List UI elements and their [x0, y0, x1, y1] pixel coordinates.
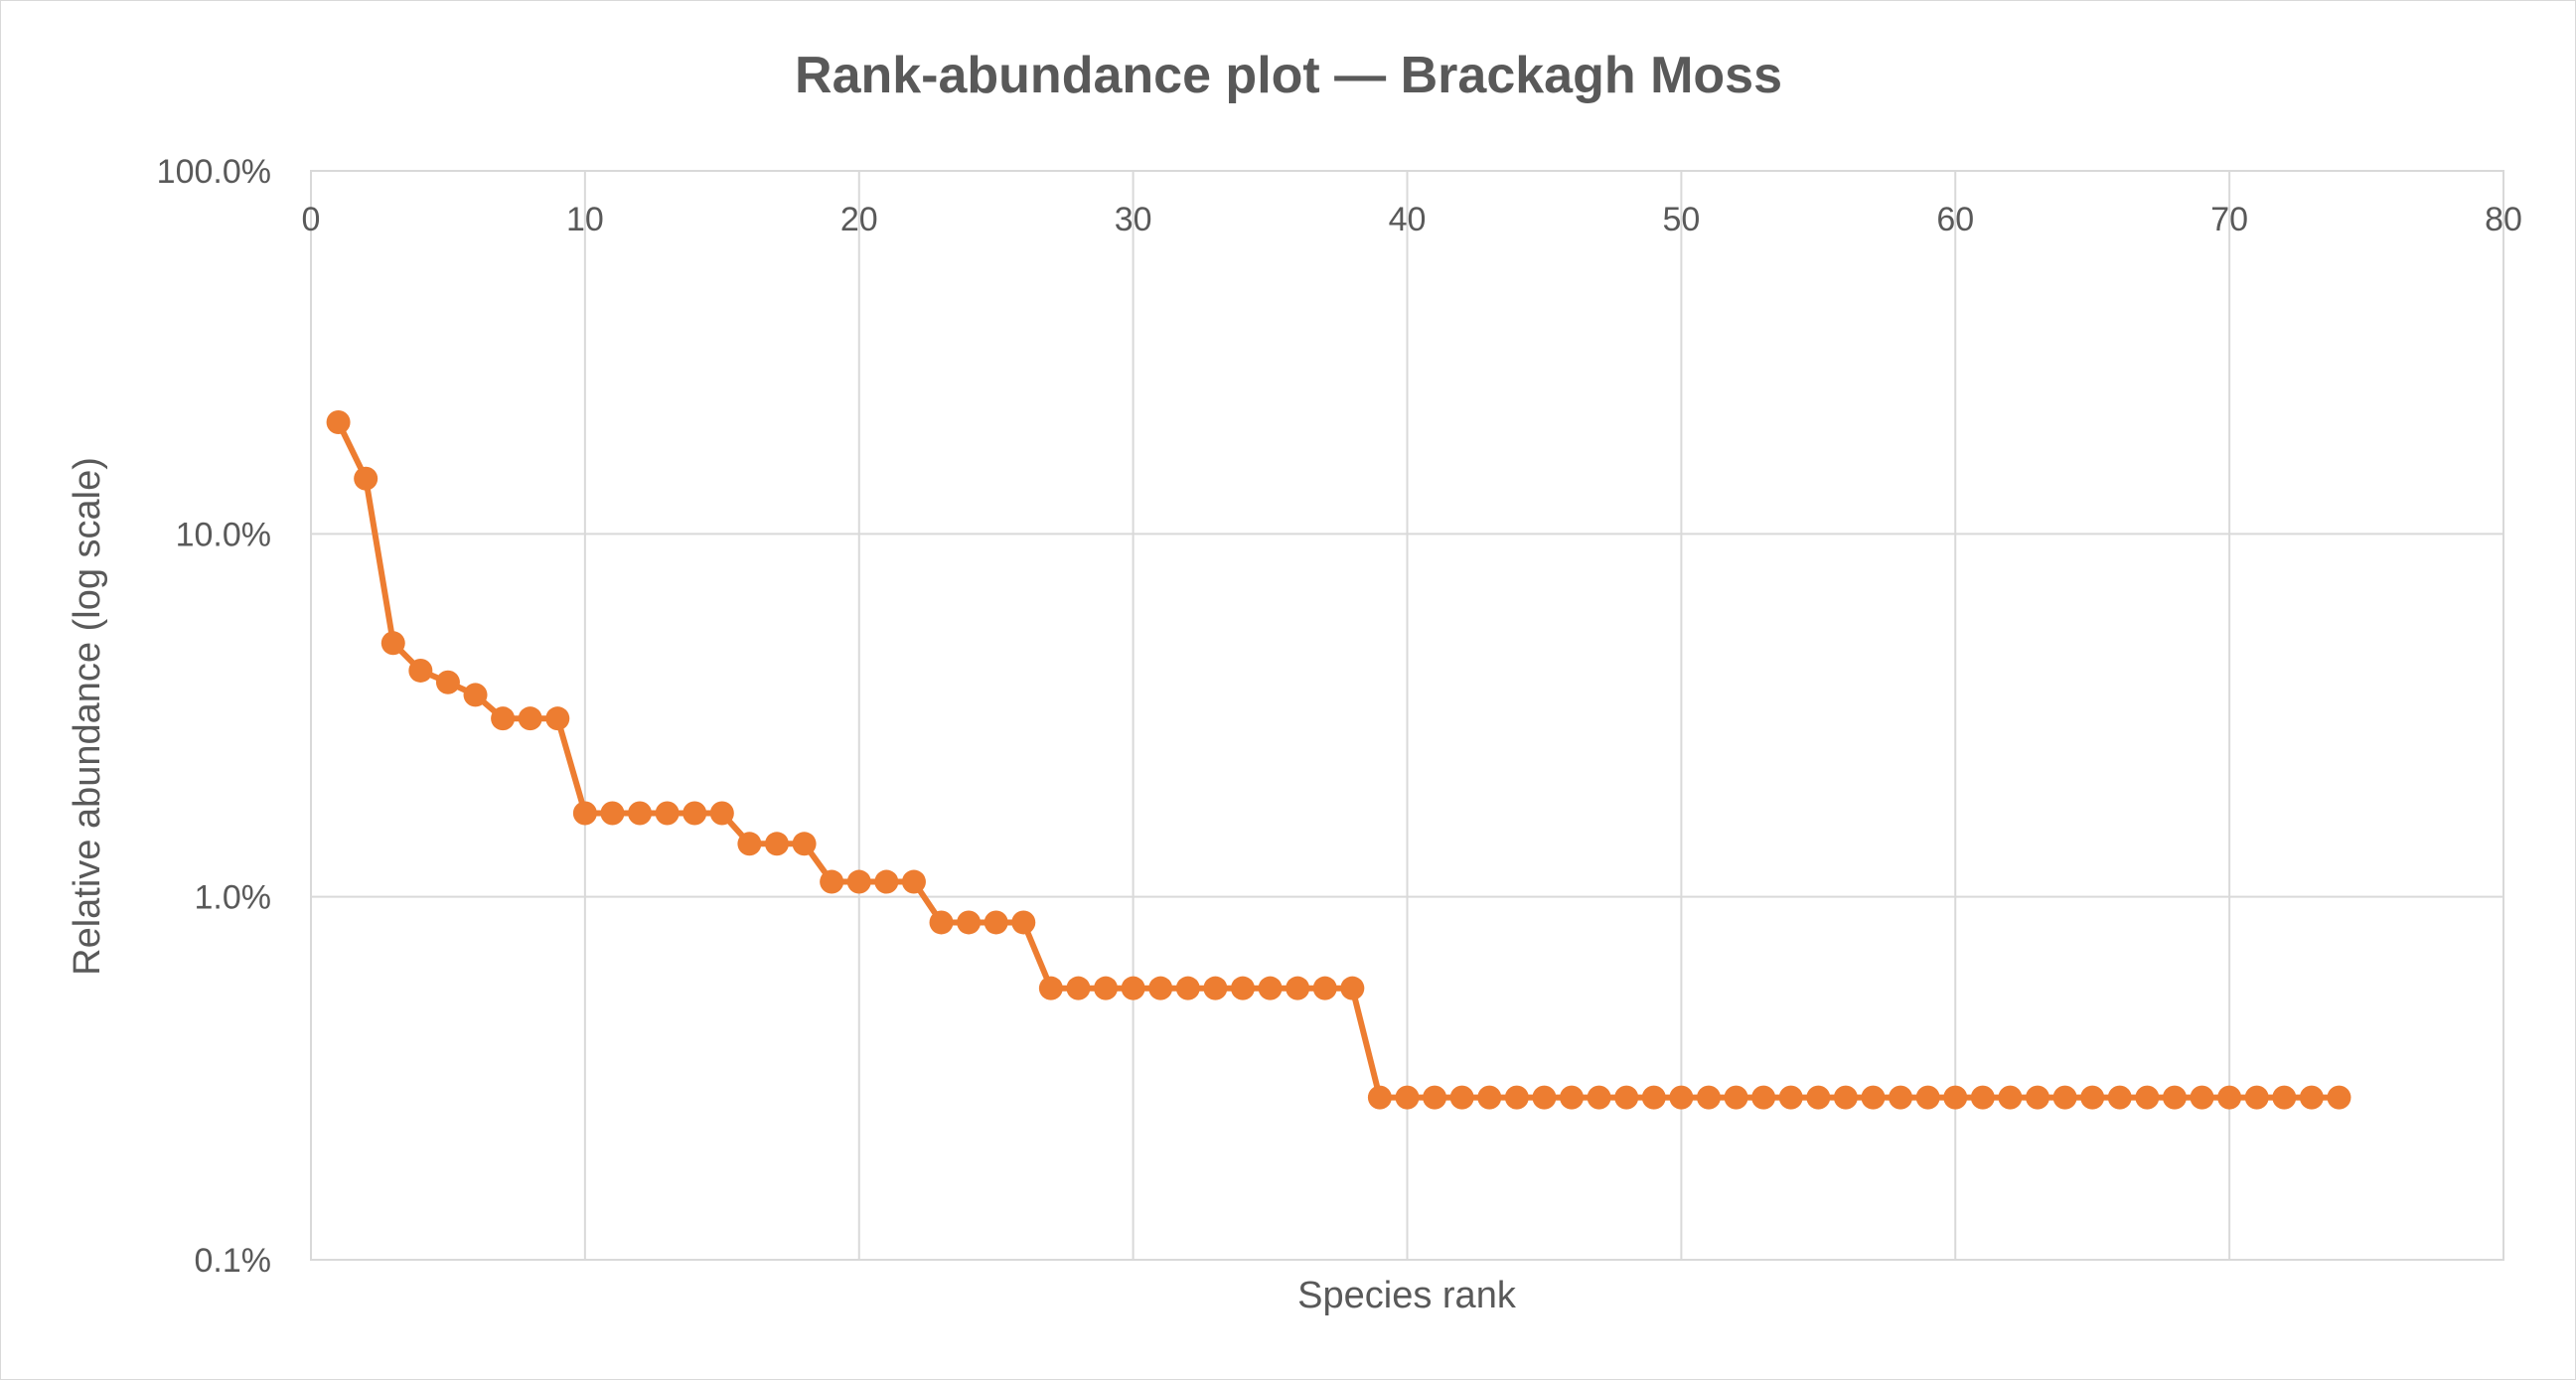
- series-line: [335, 420, 2340, 1101]
- data-point: [1587, 1085, 1611, 1110]
- data-point: [1395, 1085, 1420, 1110]
- data-point: [1203, 976, 1228, 1000]
- data-point: [2026, 1085, 2050, 1110]
- data-point: [1175, 976, 1200, 1000]
- data-point: [2299, 1085, 2324, 1110]
- data-point: [2272, 1085, 2297, 1110]
- x-tick-label: 70: [2210, 201, 2248, 238]
- data-point: [792, 832, 817, 856]
- tick-labels: 0 10 20 30 40 50 60 70 80 0.1% 1.0% 10.0% 100.0%: [157, 153, 2522, 1280]
- data-point: [1532, 1085, 1557, 1110]
- data-point: [901, 869, 926, 894]
- data-point: [1833, 1085, 1858, 1110]
- x-tick-label: 20: [840, 201, 878, 238]
- data-point: [463, 683, 488, 707]
- data-point: [1477, 1085, 1502, 1110]
- data-point: [1258, 976, 1283, 1000]
- x-axis-title: Species rank: [1297, 1275, 1517, 1316]
- data-point: [1011, 910, 1036, 935]
- data-point: [1449, 1085, 1474, 1110]
- data-point: [1066, 976, 1091, 1000]
- plot-area-border: [310, 170, 2504, 1261]
- data-point: [820, 869, 844, 894]
- data-point: [1915, 1085, 1940, 1110]
- data-point: [1669, 1085, 1694, 1110]
- data-point: [1312, 976, 1337, 1000]
- data-point: [1614, 1085, 1639, 1110]
- data-point: [628, 801, 653, 826]
- data-point: [1367, 1085, 1392, 1110]
- data-point: [1970, 1085, 1995, 1110]
- series-abundance: [326, 409, 2351, 1110]
- data-point: [518, 706, 542, 731]
- data-point: [2327, 1085, 2351, 1110]
- data-point: [846, 869, 871, 894]
- data-point: [491, 706, 516, 731]
- x-tick-label: 60: [1936, 201, 1974, 238]
- y-tick-label: 100.0%: [157, 153, 271, 191]
- data-point: [1889, 1085, 1913, 1110]
- chart-title: Rank-abundance plot — Brackagh Moss: [795, 47, 1782, 104]
- data-point: [682, 801, 707, 826]
- x-tick-label: 50: [1662, 201, 1700, 238]
- data-point: [2190, 1085, 2214, 1110]
- data-point: [600, 801, 625, 826]
- y-tick-label: 10.0%: [176, 516, 271, 553]
- x-tick-label: 10: [566, 201, 604, 238]
- data-point: [2217, 1085, 2242, 1110]
- data-point: [1778, 1085, 1803, 1110]
- data-point: [326, 409, 351, 434]
- data-point: [709, 801, 734, 826]
- data-point: [1230, 976, 1255, 1000]
- data-point: [1560, 1085, 1585, 1110]
- data-point: [1504, 1085, 1529, 1110]
- data-point: [1423, 1085, 1447, 1110]
- data-point: [1038, 976, 1063, 1000]
- x-tick-label: 0: [302, 201, 321, 238]
- x-tick-label: 30: [1115, 201, 1152, 238]
- data-point: [1094, 976, 1119, 1000]
- data-point: [1148, 976, 1173, 1000]
- data-point: [2162, 1085, 2187, 1110]
- data-point: [957, 910, 982, 935]
- data-point: [1998, 1085, 2023, 1110]
- data-point: [435, 670, 460, 694]
- data-point: [655, 801, 680, 826]
- y-axis-title: Relative abundance (log scale): [67, 457, 108, 976]
- x-tick-label: 80: [2485, 201, 2522, 238]
- data-point: [545, 706, 570, 731]
- data-point: [984, 910, 1008, 935]
- data-point: [1724, 1085, 1748, 1110]
- data-point: [1806, 1085, 1831, 1110]
- data-point: [2107, 1085, 2132, 1110]
- data-point: [1340, 976, 1365, 1000]
- data-point: [408, 658, 433, 683]
- x-tick-label: 40: [1389, 201, 1427, 238]
- data-point: [874, 869, 899, 894]
- data-point: [354, 466, 379, 491]
- data-point: [1286, 976, 1310, 1000]
- data-point: [764, 832, 789, 856]
- data-point: [929, 910, 954, 935]
- data-point: [1943, 1085, 1968, 1110]
- data-point: [1751, 1085, 1776, 1110]
- gridlines: [311, 171, 2503, 1260]
- data-point: [2135, 1085, 2160, 1110]
- data-point: [737, 832, 762, 856]
- y-tick-label: 0.1%: [195, 1242, 272, 1280]
- data-point: [1696, 1085, 1721, 1110]
- data-point: [572, 801, 597, 826]
- data-point: [1121, 976, 1145, 1000]
- data-point: [1861, 1085, 1886, 1110]
- data-point: [2244, 1085, 2269, 1110]
- data-point: [380, 631, 405, 656]
- data-point: [1641, 1085, 1666, 1110]
- y-tick-label: 1.0%: [195, 879, 272, 917]
- data-point: [2080, 1085, 2105, 1110]
- data-point: [2052, 1085, 2077, 1110]
